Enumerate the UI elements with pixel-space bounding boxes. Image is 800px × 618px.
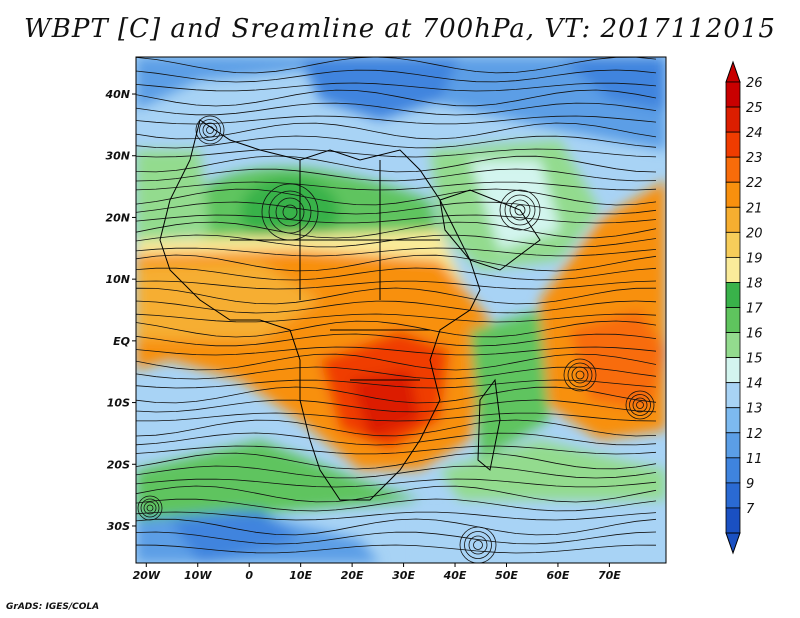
colorbar-swatch (725, 507, 741, 534)
colorbar-swatch (725, 181, 741, 208)
colorbar-level-label: 26 (746, 76, 763, 91)
lat-tick-label: 10S (107, 397, 130, 410)
colorbar-level-label: 24 (746, 126, 763, 141)
plot-frame (135, 56, 667, 564)
lat-tick-label: 10N (105, 273, 130, 286)
latitude-axis: 40N 30N 20N 10N EQ 10S 20S 30S (104, 88, 136, 533)
colorbar-level-label: 16 (746, 327, 763, 342)
colorbar-swatch (725, 432, 741, 459)
colorbar-level-label: 12 (746, 427, 763, 442)
colorbar-swatch (725, 256, 741, 283)
colorbar-swatch (725, 482, 741, 509)
credit-text: GrADS: IGES/COLA (6, 602, 100, 612)
longitude-axis: 20W 10W 0 10E 20E 30E 40E 50E 60E 70E (133, 563, 621, 582)
lon-tick-label: 30E (392, 569, 415, 582)
lon-tick-label: 60E (547, 569, 570, 582)
colorbar-swatch (725, 131, 741, 158)
wbpt-field (136, 57, 666, 563)
colorbar-swatch (725, 407, 741, 434)
coastlines (159, 119, 541, 501)
colorbar-top-arrow (725, 60, 741, 83)
streamlines (136, 57, 657, 563)
colorbar-level-label: 9 (746, 477, 754, 492)
colorbar-level-label: 18 (746, 276, 763, 291)
lat-tick-label: 20N (105, 211, 130, 224)
colorbar-level-label: 17 (746, 302, 763, 317)
lon-tick-label: 20E (341, 569, 364, 582)
colorbar-swatch (725, 81, 741, 108)
lon-tick-label: 20W (133, 569, 161, 582)
colorbar-level-label: 14 (746, 377, 763, 392)
colorbar-level-label: 25 (746, 101, 763, 116)
colorbar-swatch (725, 282, 741, 308)
colorbar: 26 25 24 23 22 21 20 19 18 17 16 15 14 13 12 11 9 7 (725, 60, 763, 555)
colorbar-bottom-arrow (725, 532, 741, 555)
colorbar-swatch (725, 332, 741, 359)
colorbar-level-label: 13 (746, 402, 763, 417)
colorbar-swatch (725, 156, 741, 183)
colorbar-swatch (725, 307, 741, 333)
colorbar-level-label: 11 (746, 452, 763, 467)
lat-tick-label: 30N (105, 150, 130, 163)
lon-tick-label: 40E (443, 569, 467, 582)
lon-tick-label: 10E (289, 569, 312, 582)
lon-tick-label: 70E (598, 569, 621, 582)
lat-tick-label: 20S (107, 458, 130, 471)
lon-tick-label: 50E (495, 569, 518, 582)
colorbar-level-label: 19 (746, 251, 763, 266)
colorbar-level-label: 23 (746, 151, 763, 166)
colorbar-swatch (725, 457, 741, 484)
colorbar-swatch (725, 231, 741, 258)
lon-tick-label: 0 (245, 569, 253, 582)
colorbar-swatch (725, 382, 741, 409)
colorbar-level-label: 7 (746, 502, 755, 517)
map-title: WBPT [C] and Sreamline at 700hPa, VT: 20… (24, 14, 776, 44)
colorbar-level-label: 20 (746, 226, 763, 241)
lat-tick-label: 40N (104, 88, 130, 101)
lat-tick-label: 30S (107, 520, 130, 533)
lon-tick-label: 10W (184, 569, 212, 582)
colorbar-level-label: 22 (746, 176, 763, 191)
colorbar-level-label: 15 (746, 352, 763, 367)
colorbar-swatch (725, 106, 741, 133)
colorbar-swatch (725, 357, 741, 384)
lat-tick-label: EQ (113, 335, 130, 348)
colorbar-level-label: 21 (746, 201, 763, 216)
colorbar-swatch (725, 206, 741, 233)
